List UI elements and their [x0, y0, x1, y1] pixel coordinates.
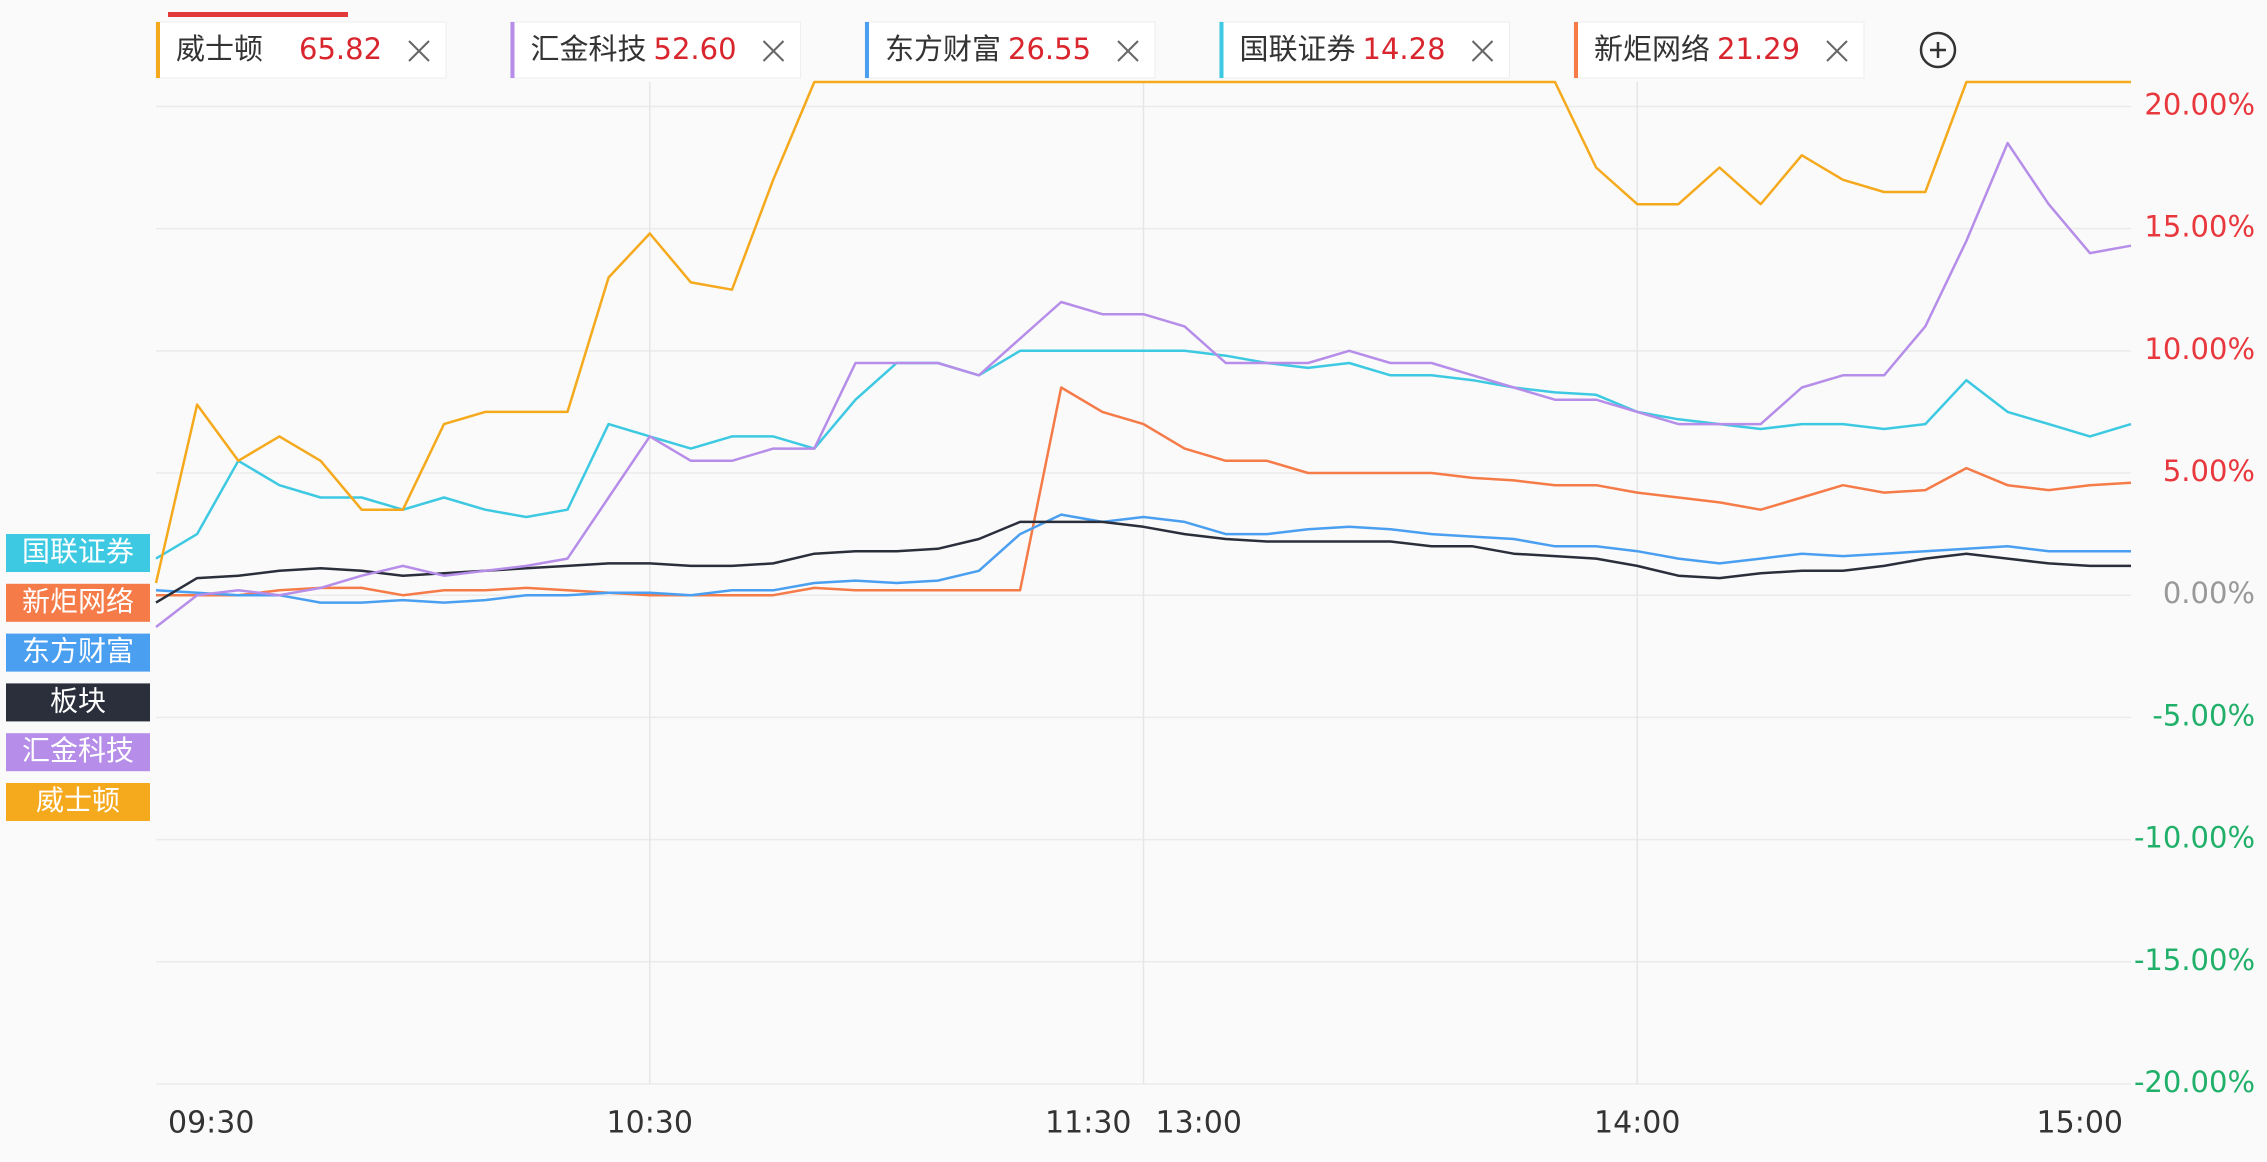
tab-name: 东方财富	[885, 32, 1001, 66]
legend-label: 东方财富	[22, 635, 134, 668]
y-tick-label: 10.00%	[2144, 332, 2255, 366]
y-tick-label: -20.00%	[2134, 1065, 2255, 1099]
tab-box[interactable]	[1219, 21, 1510, 79]
tab-price: 52.60	[654, 32, 737, 66]
tab-color-bar	[1574, 22, 1578, 78]
tab-box[interactable]	[510, 21, 801, 79]
y-tick-label: -5.00%	[2152, 698, 2255, 732]
legend-swatch	[6, 534, 150, 572]
tab-price: 65.82	[299, 32, 382, 66]
tab-close[interactable]	[1826, 40, 1848, 62]
y-tick-label: 15.00%	[2144, 210, 2255, 244]
tab-close[interactable]	[762, 40, 785, 62]
legend-swatch	[6, 783, 150, 821]
tab-box[interactable]	[864, 21, 1156, 79]
add-circle[interactable]	[1919, 31, 1957, 69]
stock-tab[interactable]: 汇金科技 52.60	[510, 21, 801, 79]
tab-name: 威士顿	[176, 32, 263, 66]
series-line	[154, 80, 2131, 584]
y-tick-label: -15.00%	[2134, 943, 2255, 977]
tab-close[interactable]	[408, 40, 430, 62]
series-line	[156, 386, 2132, 597]
legend-label: 国联证券	[22, 535, 134, 568]
y-tick-label: 5.00%	[2163, 454, 2255, 488]
tab-close[interactable]	[1117, 40, 1139, 62]
tab-box[interactable]	[155, 21, 447, 79]
tab-color-bar	[1219, 22, 1224, 78]
stock-tab[interactable]: 国联证券 14.28	[1219, 21, 1510, 79]
active-tab-indicator	[168, 12, 348, 17]
y-tick-label: 20.00%	[2144, 87, 2255, 121]
x-tick-label: 11:30	[1045, 1106, 1131, 1141]
legend-swatch	[6, 683, 150, 722]
series-line	[155, 513, 2131, 604]
legend-swatch	[6, 733, 150, 772]
stock-tab[interactable]: 威士顿 65.82	[155, 21, 447, 79]
y-tick-label: -10.00%	[2134, 821, 2255, 855]
tab-name: 国联证券	[1240, 32, 1356, 66]
stock-tab[interactable]: 新炬网络 21.29	[1573, 21, 1865, 79]
tab-name: 汇金科技	[531, 32, 647, 66]
tab-price: 21.29	[1717, 32, 1800, 66]
tab-price: 14.28	[1363, 32, 1446, 66]
x-tick-label: 15:00	[2037, 1106, 2123, 1141]
legend-label: 汇金科技	[22, 734, 134, 767]
add-button[interactable]	[1919, 31, 1957, 69]
x-tick-label: 10:30	[607, 1106, 693, 1141]
y-tick-label: 0.00%	[2163, 576, 2255, 610]
legend-swatch	[6, 633, 150, 672]
series-line	[155, 141, 2132, 628]
x-tick-label: 09:30	[168, 1106, 254, 1141]
tab-box[interactable]	[1573, 21, 1865, 79]
x-tick-label: 14:00	[1594, 1106, 1680, 1141]
legend-label: 威士顿	[36, 784, 120, 817]
tab-color-bar	[865, 22, 869, 78]
series-line	[155, 349, 2132, 560]
legend-label: 板块	[50, 684, 106, 717]
legend-swatch	[6, 583, 150, 622]
stock-tab[interactable]: 东方财富 26.55	[864, 21, 1156, 79]
tab-close[interactable]	[1471, 40, 1494, 62]
legend-label: 新炬网络	[22, 585, 134, 618]
tab-name: 新炬网络	[1594, 32, 1710, 66]
tab-color-bar	[156, 22, 160, 78]
x-tick-label: 13:00	[1156, 1106, 1242, 1141]
tab-color-bar	[510, 22, 515, 78]
tab-price: 26.55	[1008, 32, 1091, 66]
